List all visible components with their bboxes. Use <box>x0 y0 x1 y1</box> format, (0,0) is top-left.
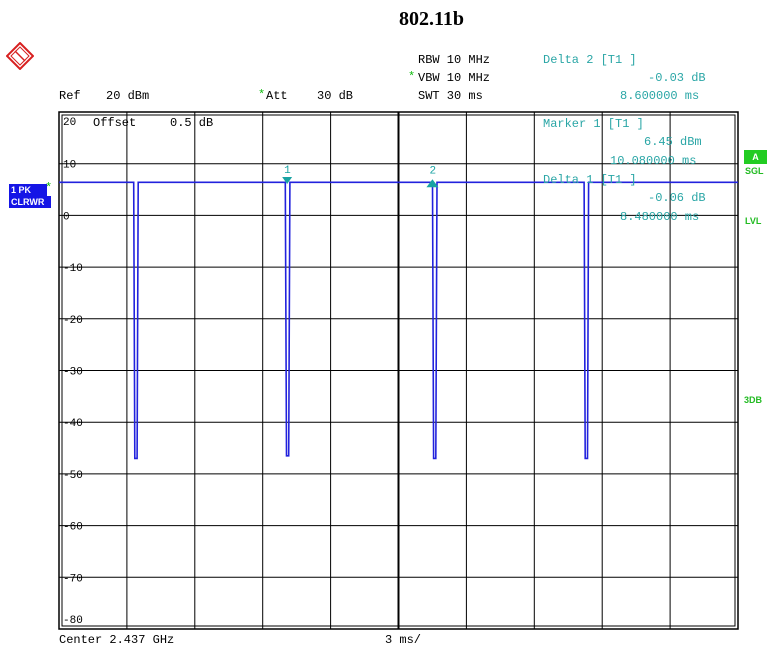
y-tick-label: -40 <box>63 418 83 430</box>
rbw-setting: RBW 10 MHz <box>418 53 491 67</box>
y-tick-label: -60 <box>63 522 83 534</box>
delta2-title: Delta 2 [T1 ] <box>543 53 637 67</box>
ref-value: 20 dBm <box>106 89 150 103</box>
y-tick-label: -50 <box>63 470 83 482</box>
lvl-tag: LVL <box>745 216 762 226</box>
delta2-level: -0.03 dB <box>648 71 706 85</box>
marker-2-triangle <box>426 179 439 188</box>
trace-detector-tag: 1 PK <box>9 184 47 196</box>
chart-title: 802.11b <box>399 8 465 30</box>
y-tick-label: -30 <box>63 367 83 379</box>
marker-1-triangle <box>282 177 293 185</box>
sweep-span: 3 ms/ <box>385 633 422 647</box>
y-tick-label: 20 <box>63 117 76 129</box>
y-tick-label: 0 <box>63 211 70 223</box>
marker1-time: 10.080000 ms <box>610 154 697 168</box>
marker1-title: Marker 1 [T1 ] <box>543 117 644 131</box>
y-tick-label: 10 <box>63 160 76 172</box>
screen-a-tag: A <box>744 150 767 164</box>
y-tick-label: -70 <box>63 573 83 585</box>
delta1-title: Delta 1 [T1 ] <box>543 173 637 187</box>
delta1-level: -0.06 dB <box>648 191 706 205</box>
rohde-schwarz-logo-icon <box>6 42 34 70</box>
trace-mode-tag: CLRWR <box>9 196 51 208</box>
vbw-star: * <box>408 70 416 84</box>
att-value: 30 dB <box>317 89 354 103</box>
y-tick-label: -80 <box>63 615 83 627</box>
trace-line <box>59 181 738 460</box>
vbw-setting: VBW 10 MHz <box>418 71 491 85</box>
att-label: Att <box>266 89 288 103</box>
delta2-time: 8.600000 ms <box>620 89 700 103</box>
marker-2-label: 2 <box>429 165 436 177</box>
trace-star: * <box>45 181 53 195</box>
center-frequency: Center 2.437 GHz <box>59 633 175 647</box>
offset-label: Offset <box>93 116 137 130</box>
marker-1-label: 1 <box>284 165 291 177</box>
att-star: * <box>258 88 266 102</box>
sgl-tag: SGL <box>745 166 764 176</box>
3db-tag: 3DB <box>744 395 763 405</box>
marker1-level: 6.45 dBm <box>644 135 702 149</box>
y-tick-label: -10 <box>63 263 83 275</box>
swt-setting: SWT 30 ms <box>418 89 483 103</box>
offset-value: 0.5 dB <box>170 116 214 130</box>
y-tick-label: -20 <box>63 315 83 327</box>
delta1-time: 8.480000 ms <box>620 210 700 224</box>
ref-label: Ref <box>59 89 81 103</box>
